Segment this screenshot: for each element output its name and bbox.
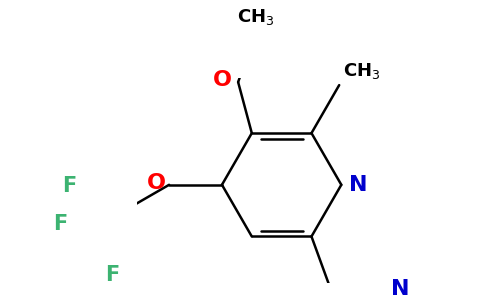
Text: N: N: [349, 175, 367, 195]
Text: F: F: [62, 176, 77, 196]
Text: N: N: [391, 279, 409, 298]
Text: O: O: [213, 70, 232, 90]
Text: O: O: [147, 173, 166, 193]
Text: CH$_3$: CH$_3$: [344, 61, 381, 81]
Text: F: F: [54, 214, 68, 234]
Text: F: F: [105, 265, 119, 285]
Text: CH$_3$: CH$_3$: [238, 7, 275, 27]
